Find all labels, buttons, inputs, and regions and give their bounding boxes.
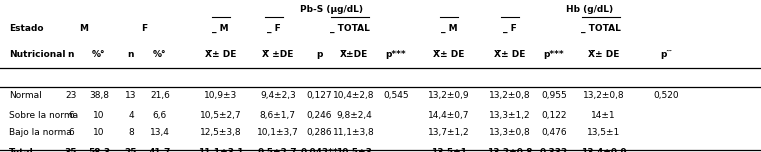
Text: 9,4±2,3: 9,4±2,3 [260,91,295,100]
Text: p‴: p‴ [661,50,673,59]
Text: n: n [68,50,74,59]
Text: 13,7±1,2: 13,7±1,2 [428,128,470,137]
Text: F: F [142,24,148,33]
Text: 13,2±0,9: 13,2±0,9 [428,91,470,100]
Text: 41,7: 41,7 [148,148,171,152]
Text: 13,5±1: 13,5±1 [587,128,620,137]
Text: 11,1±3,8: 11,1±3,8 [333,128,374,137]
Text: Normal: Normal [9,91,42,100]
Text: X̅± DE: X̅± DE [433,50,465,59]
Text: 0,122: 0,122 [541,111,567,120]
Text: X̅±DE: X̅±DE [339,50,368,59]
Text: _ F: _ F [267,24,281,33]
Text: 6,6: 6,6 [153,111,167,120]
Text: 0,955: 0,955 [541,91,567,100]
Text: 0,042**: 0,042** [301,148,339,152]
Text: X̅± DE: X̅± DE [587,50,619,59]
Text: 6: 6 [68,128,74,137]
Text: 8,6±1,7: 8,6±1,7 [260,111,296,120]
Text: 9,5±2,7: 9,5±2,7 [258,148,298,152]
Text: 13: 13 [125,91,137,100]
Text: 21,6: 21,6 [150,91,170,100]
Text: 10,5±2,7: 10,5±2,7 [200,111,241,120]
Text: _ M: _ M [441,24,457,33]
Text: Hb (g/dL): Hb (g/dL) [566,5,613,14]
Text: _ TOTAL: _ TOTAL [581,24,621,33]
Text: 0,332: 0,332 [540,148,568,152]
Text: p***: p*** [385,50,406,59]
Text: Total: Total [9,148,34,152]
Text: 13,2±0,8: 13,2±0,8 [487,148,533,152]
Text: 0,286: 0,286 [307,128,333,137]
Text: Pb-S (μg/dL): Pb-S (μg/dL) [300,5,362,14]
Text: 13,3±1,2: 13,3±1,2 [489,111,530,120]
Text: 14±1: 14±1 [591,111,616,120]
Text: %°: %° [92,50,106,59]
Text: 12,5±3,8: 12,5±3,8 [200,128,241,137]
Text: 13,2±0,8: 13,2±0,8 [583,91,624,100]
Text: p: p [317,50,323,59]
Text: X̅± DE: X̅± DE [205,50,237,59]
Text: 4: 4 [128,111,134,120]
Text: 13,4: 13,4 [150,128,170,137]
Text: 0,545: 0,545 [383,91,409,100]
Text: 13,5±1: 13,5±1 [431,148,467,152]
Text: 10,9±3: 10,9±3 [204,91,237,100]
Text: 14,4±0,7: 14,4±0,7 [428,111,470,120]
Text: 10: 10 [93,128,105,137]
Text: %°: %° [153,50,167,59]
Text: 6: 6 [68,111,74,120]
Text: 0,127: 0,127 [307,91,333,100]
Text: 35: 35 [65,148,77,152]
Text: 23: 23 [65,91,76,100]
Text: 25: 25 [125,148,137,152]
Text: 10,4±2,8: 10,4±2,8 [333,91,374,100]
Text: Nutricional: Nutricional [9,50,65,59]
Text: 13,2±0,8: 13,2±0,8 [489,91,530,100]
Text: 0,246: 0,246 [307,111,333,120]
Text: 11,1±3,1: 11,1±3,1 [198,148,244,152]
Text: _ M: _ M [212,24,229,33]
Text: p***: p*** [543,50,565,59]
Text: 13,3±0,8: 13,3±0,8 [489,128,530,137]
Text: Estado: Estado [9,24,43,33]
Text: 10,1±3,7: 10,1±3,7 [257,128,298,137]
Text: n: n [128,50,134,59]
Text: 0,476: 0,476 [541,128,567,137]
Text: _ TOTAL: _ TOTAL [330,24,370,33]
Text: Sobre la norma: Sobre la norma [9,111,78,120]
Text: 9,8±2,4: 9,8±2,4 [336,111,371,120]
Text: X̅ ±DE: X̅ ±DE [262,50,294,59]
Text: Bajo la norma: Bajo la norma [9,128,72,137]
Text: M: M [79,24,88,33]
Text: 8: 8 [128,128,134,137]
Text: _ F: _ F [503,24,517,33]
Text: 58,3: 58,3 [88,148,110,152]
Text: 10: 10 [93,111,105,120]
Text: X̅± DE: X̅± DE [494,50,526,59]
Text: 10,5±3: 10,5±3 [336,148,372,152]
Text: 38,8: 38,8 [89,91,109,100]
Text: 0,520: 0,520 [654,91,680,100]
Text: 13,4±0,9: 13,4±0,9 [581,148,626,152]
